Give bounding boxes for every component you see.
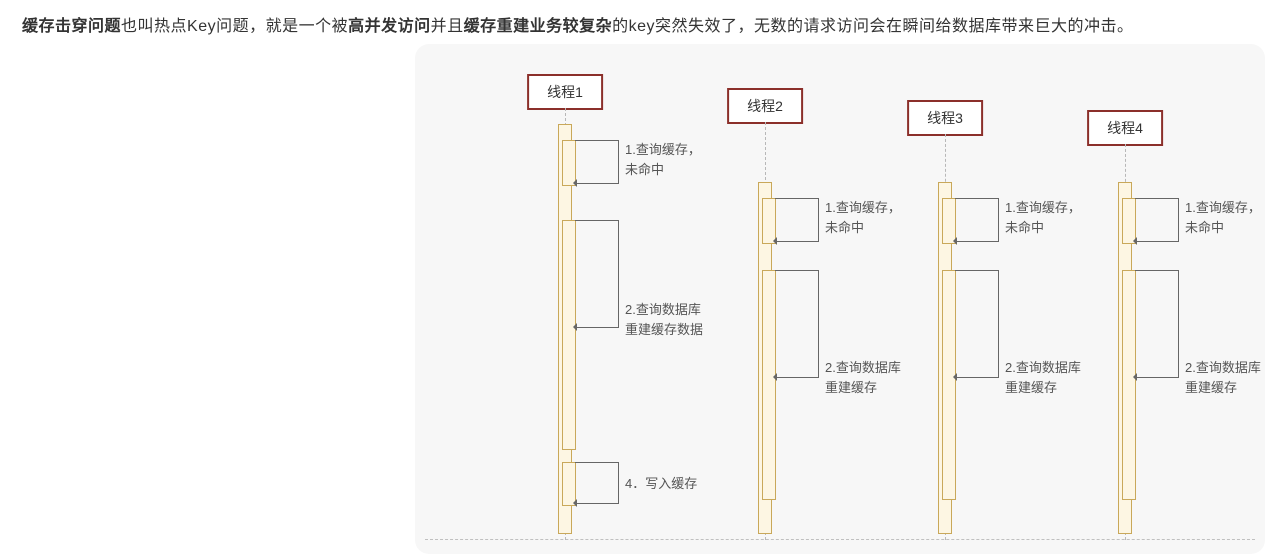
sequence-diagram: 线程11.查询缓存，未命中2.查询数据库重建缓存数据4．写入缓存线程21.查询缓… xyxy=(415,44,1265,554)
lane-1-inner-activation-1 xyxy=(562,220,576,450)
lane-1-selfcall-1 xyxy=(575,220,619,328)
lane-2-inner-activation-1 xyxy=(762,270,776,500)
lane-4-head: 线程4 xyxy=(1087,110,1163,146)
lane-1-selfcall-2 xyxy=(575,462,619,504)
lane-4-label-1: 2.查询数据库重建缓存 xyxy=(1185,358,1261,397)
intro-bold-1: 缓存击穿问题 xyxy=(22,18,121,35)
lane-4: 线程41.查询缓存，未命中2.查询数据库重建缓存 xyxy=(1035,44,1215,554)
lane-2-selfcall-0 xyxy=(775,198,819,242)
lane-1-selfcall-0 xyxy=(575,140,619,184)
lane-3: 线程31.查询缓存，未命中2.查询数据库重建缓存 xyxy=(855,44,1035,554)
lane-3-inner-activation-1 xyxy=(942,270,956,500)
intro-seg-2: 并且 xyxy=(431,18,464,35)
lane-3-selfcall-0 xyxy=(955,198,999,242)
lane-1-head: 线程1 xyxy=(527,74,603,110)
lane-2-selfcall-1 xyxy=(775,270,819,378)
lane-1: 线程11.查询缓存，未命中2.查询数据库重建缓存数据4．写入缓存 xyxy=(475,44,655,554)
lane-4-selfcall-1 xyxy=(1135,270,1179,378)
lane-3-head: 线程3 xyxy=(907,100,983,136)
lane-4-label-0: 1.查询缓存，未命中 xyxy=(1185,198,1261,237)
lane-3-selfcall-1 xyxy=(955,270,999,378)
lane-2: 线程21.查询缓存，未命中2.查询数据库重建缓存 xyxy=(675,44,855,554)
intro-seg-1: 也叫热点Key问题，就是一个被 xyxy=(121,18,348,35)
lane-4-selfcall-0 xyxy=(1135,198,1179,242)
intro-bold-3: 缓存重建业务较复杂 xyxy=(464,18,613,35)
intro-seg-3: 的key突然失效了，无数的请求访问会在瞬间给数据库带来巨大的冲击。 xyxy=(612,18,1133,35)
intro-bold-2: 高并发访问 xyxy=(348,18,431,35)
intro-paragraph: 缓存击穿问题也叫热点Key问题，就是一个被高并发访问并且缓存重建业务较复杂的ke… xyxy=(0,0,1280,42)
lane-2-head: 线程2 xyxy=(727,88,803,124)
lane-4-inner-activation-1 xyxy=(1122,270,1136,500)
